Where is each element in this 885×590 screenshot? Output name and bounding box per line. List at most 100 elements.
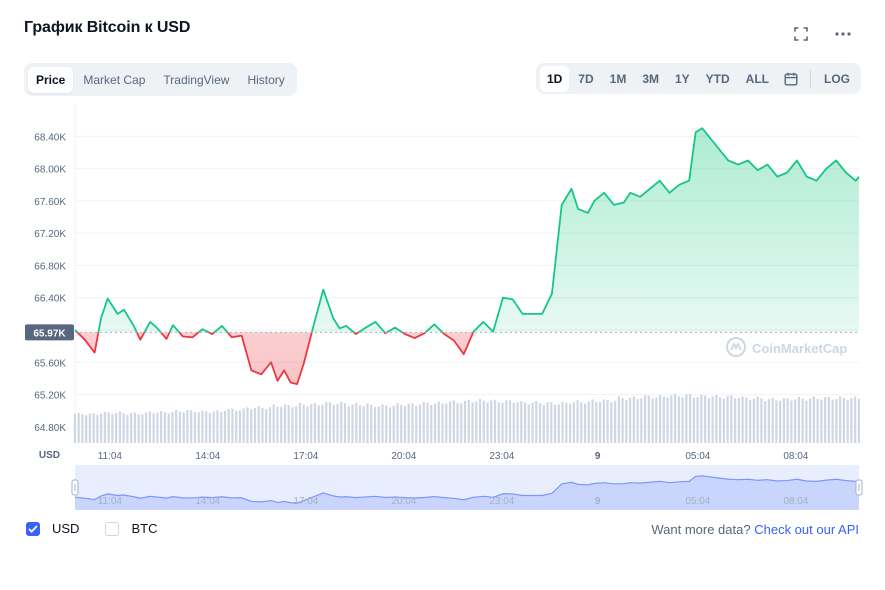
range-1m[interactable]: 1M — [609, 71, 627, 86]
volume-bar — [801, 398, 804, 443]
volume-bar — [257, 406, 260, 443]
fullscreen-icon[interactable] — [789, 24, 813, 44]
volume-bar — [358, 405, 362, 443]
volume-bar — [265, 409, 268, 443]
volume-bar — [767, 398, 770, 443]
volume-bar — [235, 410, 238, 443]
tab-price[interactable]: Price — [28, 66, 74, 93]
volume-bar — [771, 397, 774, 443]
tab-tradingview[interactable]: TradingView — [163, 72, 230, 87]
navigator-tick-label: 08:04 — [783, 496, 808, 507]
log-scale-toggle[interactable]: LOG — [824, 71, 850, 86]
btc-checkbox[interactable] — [105, 521, 120, 536]
legend-btc[interactable]: BTC — [105, 521, 157, 536]
volume-bar — [587, 401, 590, 443]
volume-bar — [88, 413, 92, 443]
volume-bar — [343, 403, 347, 443]
volume-bar — [681, 397, 684, 443]
volume-bar — [749, 399, 752, 443]
volume-bar — [445, 403, 448, 443]
volume-bar — [610, 402, 613, 443]
volume-bar — [171, 412, 174, 443]
volume-bar — [850, 398, 853, 443]
volume-bar — [722, 398, 725, 443]
watermark-text: CoinMarketCap — [752, 341, 847, 356]
y-tick-label: 67.60K — [34, 197, 66, 208]
volume-bar — [531, 402, 534, 443]
volume-bar — [313, 403, 317, 443]
volume-bar — [231, 408, 234, 443]
volume-bar — [332, 404, 335, 443]
y-tick-label: 68.00K — [34, 165, 66, 176]
volume-bar — [827, 396, 830, 443]
volume-bar — [568, 403, 572, 443]
volume-bar — [81, 414, 84, 443]
legend-usd[interactable]: USD — [26, 521, 79, 536]
volume-bar — [538, 403, 542, 443]
volume-bar — [178, 411, 182, 443]
volume-bar — [508, 400, 512, 443]
y-tick-label: 66.80K — [34, 261, 66, 272]
volume-bar — [366, 403, 369, 443]
volume-bar — [137, 414, 140, 443]
range-7d[interactable]: 7D — [578, 71, 594, 86]
navigator-tick-label: 11:04 — [98, 496, 123, 507]
volume-bar — [565, 402, 568, 443]
x-tick-label: 9 — [595, 451, 601, 462]
api-link[interactable]: Check out our API — [754, 522, 859, 537]
volume-bar — [362, 405, 365, 443]
volume-bar — [280, 406, 283, 443]
volume-bar — [809, 398, 812, 443]
range-1d[interactable]: 1D — [539, 65, 570, 92]
volume-bar — [411, 403, 414, 443]
volume-bar — [583, 403, 587, 443]
volume-bar — [493, 399, 497, 443]
y-tick-label: 66.40K — [34, 294, 66, 305]
volume-bar — [381, 404, 384, 443]
usd-checkbox[interactable] — [26, 521, 40, 536]
volume-bar — [643, 395, 647, 443]
volume-bar — [839, 396, 842, 443]
volume-bar — [707, 398, 710, 443]
volume-bar — [283, 404, 287, 443]
volume-bar — [460, 403, 463, 443]
tab-history[interactable]: History — [247, 72, 285, 87]
y-tick-label: 68.40K — [34, 132, 66, 143]
volume-bar — [111, 414, 114, 443]
tab-market-cap[interactable]: Market Cap — [83, 72, 146, 87]
volume-bar — [756, 396, 759, 443]
volume-bar — [553, 404, 557, 443]
range-ytd[interactable]: YTD — [705, 71, 730, 86]
volume-bar — [779, 400, 782, 443]
range-1y[interactable]: 1Y — [674, 71, 690, 86]
calendar-icon[interactable] — [778, 68, 804, 90]
volume-bar — [516, 402, 519, 443]
volume-bar — [670, 395, 673, 443]
volume-bar — [542, 404, 545, 443]
volume-bar — [621, 398, 624, 443]
volume-bar — [764, 401, 767, 443]
volume-bar — [190, 410, 193, 443]
range-3m[interactable]: 3M — [642, 71, 659, 86]
volume-bar — [730, 395, 733, 443]
volume-bar — [396, 403, 399, 443]
navigator-tick-label: 23:04 — [489, 496, 514, 507]
volume-bar — [201, 410, 204, 443]
volume-bar — [640, 398, 643, 443]
volume-bar — [692, 397, 695, 443]
x-tick-label: 17:04 — [293, 451, 318, 462]
volume-bar — [145, 412, 148, 443]
volume-bar — [557, 404, 560, 443]
range-navigator[interactable]: 11:04 14:04 17:04 20:04 23:04 9 05:04 08:04 — [71, 465, 863, 510]
volume-bar — [805, 400, 808, 443]
volume-bar — [505, 400, 508, 443]
legend-btc-label: BTC — [131, 521, 158, 536]
range-all[interactable]: ALL — [745, 71, 769, 86]
price-line-down — [76, 332, 494, 385]
more-icon[interactable] — [831, 24, 855, 44]
volume-bar — [328, 402, 332, 443]
volume-bar — [370, 404, 373, 443]
volume-bar — [73, 414, 76, 443]
volume-bar — [647, 395, 650, 443]
